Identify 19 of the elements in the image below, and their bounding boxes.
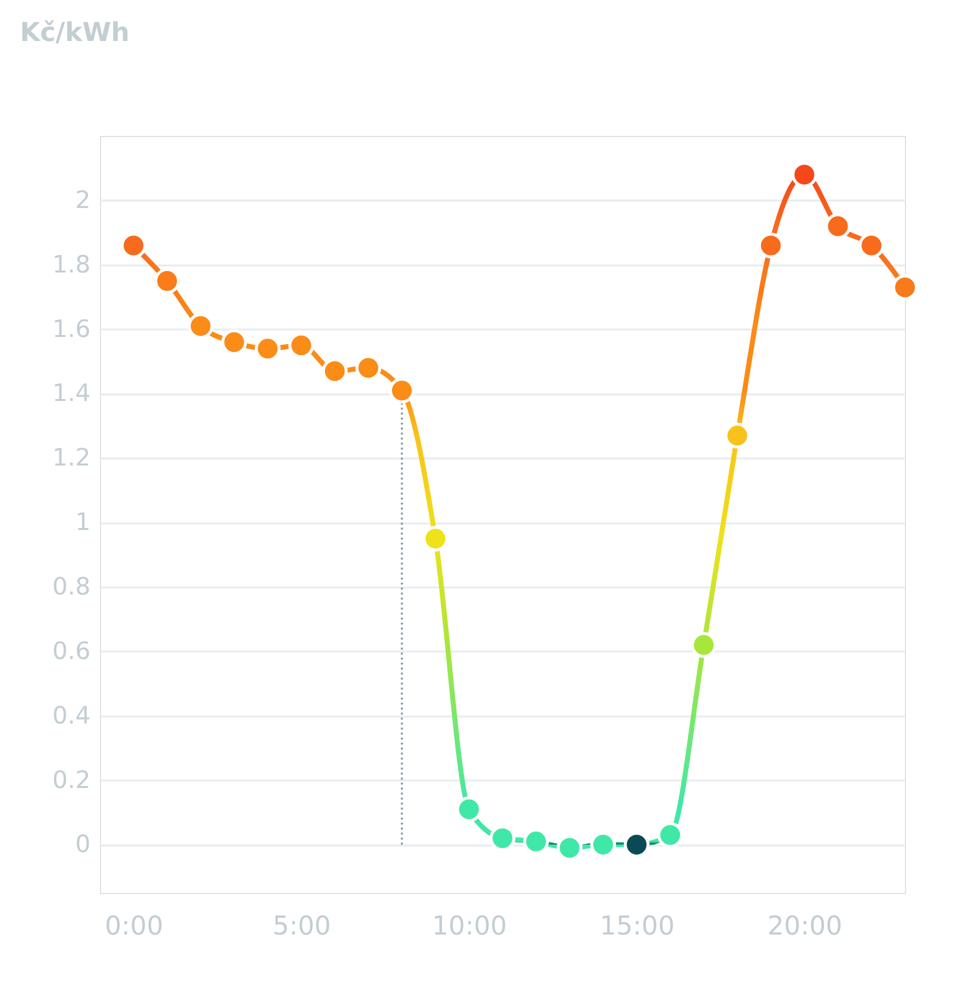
y-tick-label: 0	[75, 830, 90, 858]
y-tick-label: 0.4	[52, 701, 90, 730]
y-axis-title: Kč/kWh	[20, 18, 130, 48]
y-tick-label: 1	[75, 508, 90, 536]
y-tick-label: 2	[75, 186, 90, 214]
y-tick-label: 1.6	[52, 314, 90, 343]
y-tick-label: 1.8	[52, 250, 90, 278]
y-tick-label: 1.2	[52, 444, 90, 472]
x-tick-label: 10:00	[432, 912, 507, 942]
x-tick-label: 0:00	[104, 912, 164, 942]
y-tick-label: 1.4	[52, 379, 90, 408]
point	[388, 378, 415, 404]
y-tick-label: 0.6	[52, 636, 90, 665]
point	[690, 632, 717, 658]
x-tick-label: 5:00	[272, 912, 331, 942]
y-tick-label: 0.2	[52, 766, 90, 794]
x-tick-label: 15:00	[600, 912, 675, 942]
y-tick-label: 0.8	[52, 572, 90, 600]
x-tick-label: 20:00	[767, 912, 842, 942]
